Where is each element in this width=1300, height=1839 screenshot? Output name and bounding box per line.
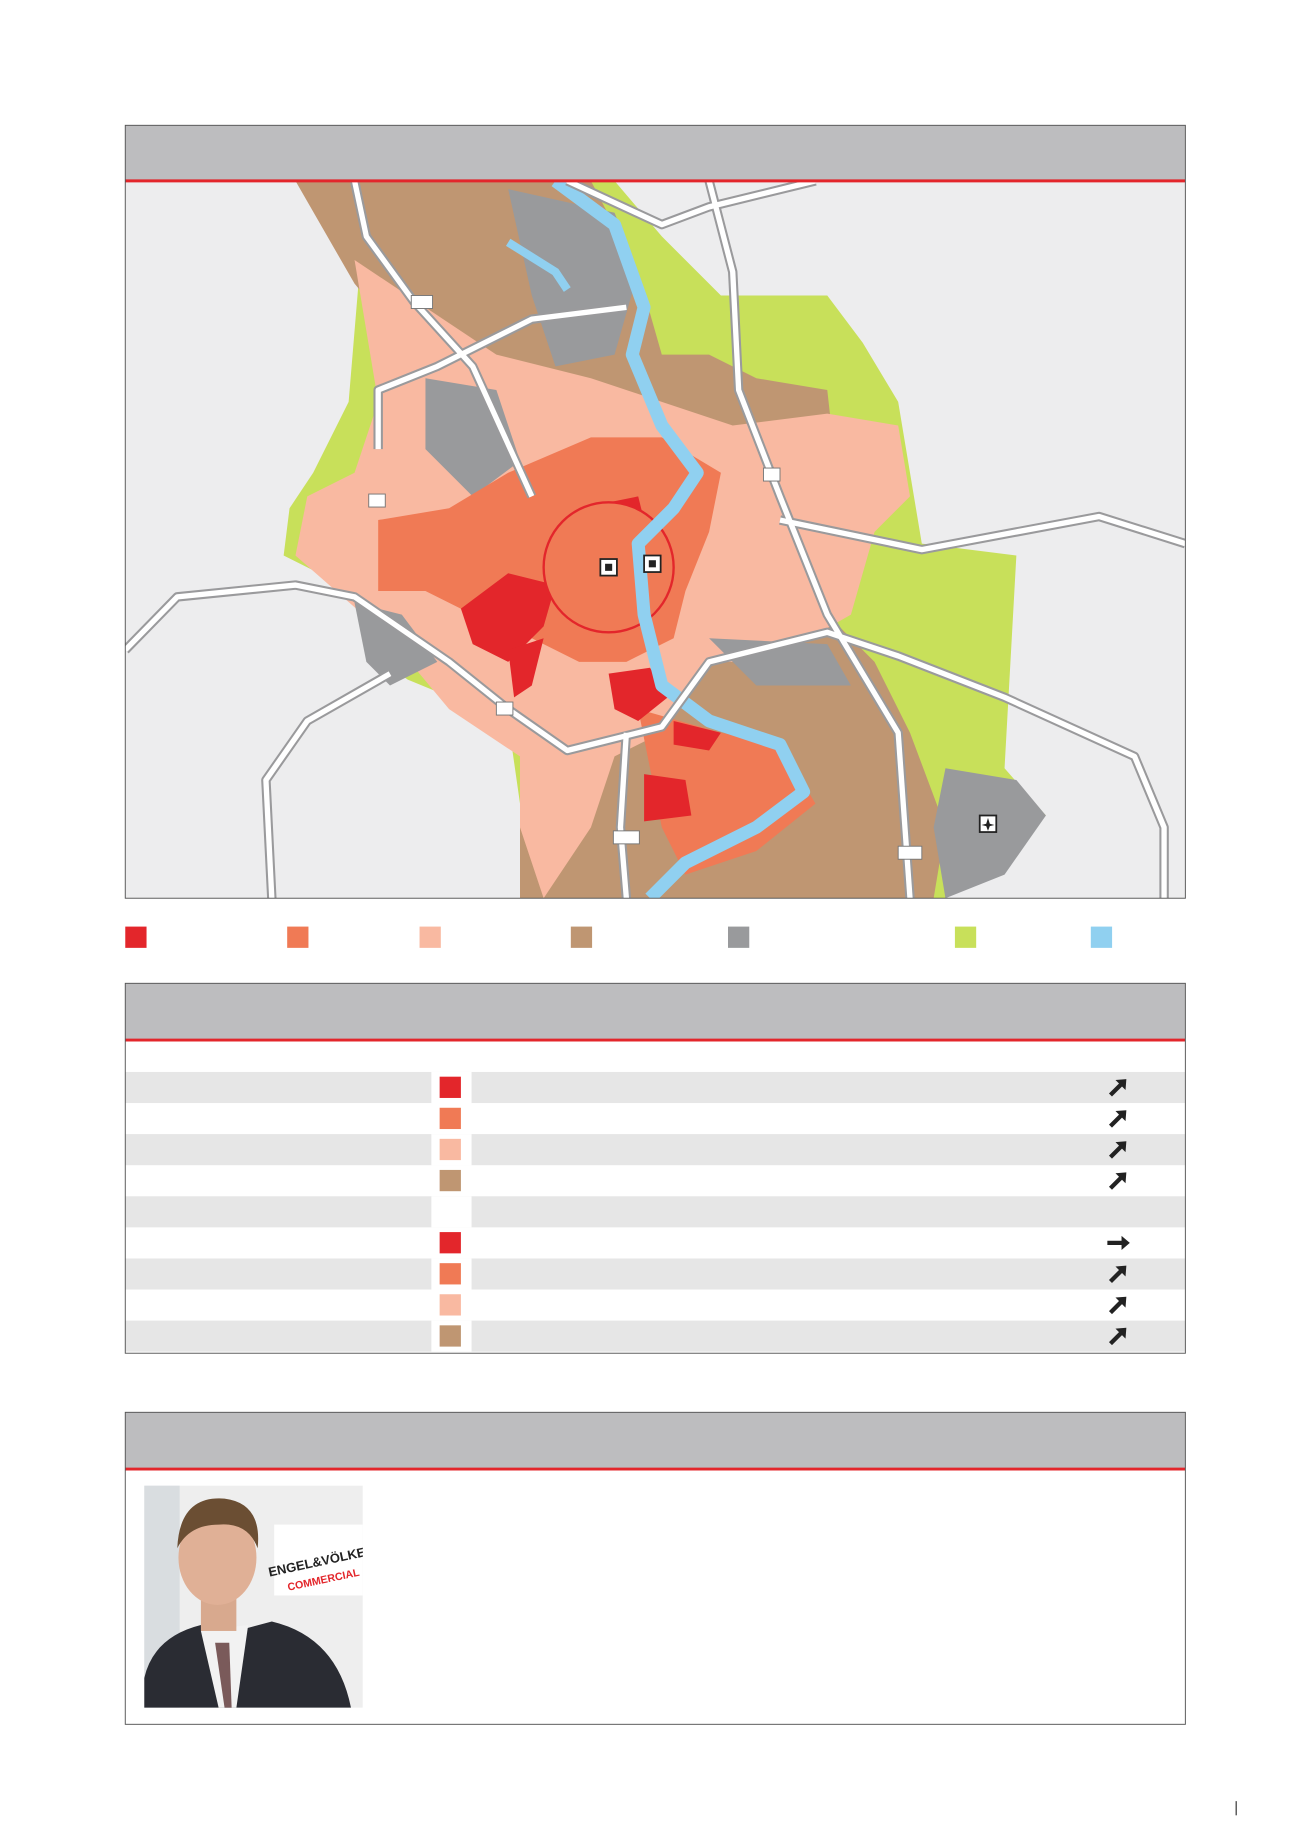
map-legend	[125, 926, 1113, 948]
legend-swatch	[570, 926, 593, 948]
row-swatch	[439, 1169, 461, 1192]
table-row-bg	[125, 1196, 1186, 1228]
panel-header	[125, 125, 1186, 181]
table-frame	[124, 982, 1186, 1354]
trend-arrow	[1108, 1079, 1127, 1097]
contact-panel: ENGEL&VÖLKERS COMMERCIAL	[124, 1411, 1186, 1725]
table-row-bg	[125, 1258, 1186, 1290]
legend-swatch	[1090, 926, 1113, 948]
map	[125, 180, 1186, 899]
legend-swatch	[419, 926, 441, 948]
row-swatch	[439, 1076, 461, 1098]
trend-arrow	[1108, 1141, 1127, 1159]
trend-arrow	[1108, 1296, 1127, 1315]
row-swatch	[439, 1232, 461, 1254]
trend-arrow	[1107, 1235, 1130, 1250]
table-row-bg	[125, 1134, 1186, 1166]
legend-swatch	[954, 926, 977, 948]
row-swatch	[439, 1294, 461, 1316]
row-swatch	[439, 1107, 461, 1130]
contact-photo: ENGEL&VÖLKERS COMMERCIAL	[144, 1485, 363, 1708]
table-row-bg	[125, 1320, 1186, 1352]
legend-swatch	[125, 926, 147, 948]
trend-arrow	[1108, 1327, 1127, 1346]
row-swatch	[439, 1138, 461, 1161]
legend-swatch	[287, 926, 309, 948]
map-panel	[124, 124, 1186, 899]
table-gap	[431, 1196, 472, 1228]
table-panel	[124, 982, 1186, 1354]
trend-arrow	[1108, 1172, 1127, 1190]
table-row-bg	[125, 1071, 1186, 1104]
panel-header	[125, 983, 1186, 1041]
row-swatch	[439, 1263, 461, 1285]
row-swatch	[439, 1325, 461, 1347]
legend-swatch	[728, 926, 750, 948]
trend-arrow	[1108, 1265, 1127, 1284]
panel-header	[125, 1412, 1186, 1470]
trend-arrow	[1108, 1110, 1127, 1128]
